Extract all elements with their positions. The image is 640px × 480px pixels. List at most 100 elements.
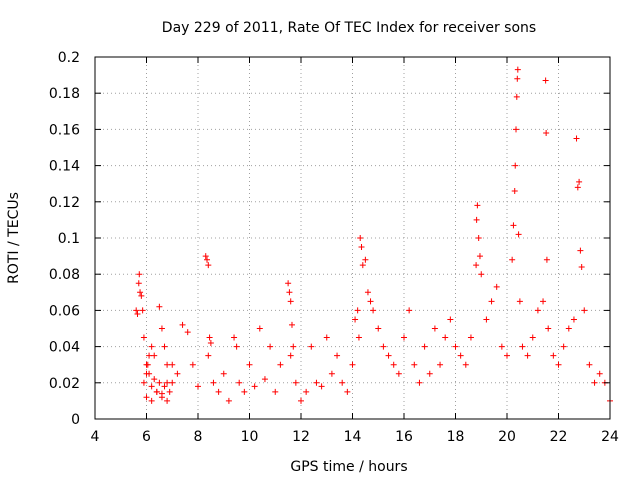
data-point — [153, 388, 160, 395]
data-point — [511, 187, 518, 194]
data-point — [164, 361, 171, 368]
data-point — [543, 256, 550, 263]
data-point — [514, 75, 521, 82]
y-tick-label: 0.2 — [58, 50, 80, 66]
data-point — [161, 383, 168, 390]
data-point — [290, 343, 297, 350]
data-point — [137, 289, 144, 296]
data-point — [205, 262, 212, 269]
data-point — [292, 379, 299, 386]
data-point — [184, 329, 191, 336]
data-point — [550, 352, 557, 359]
x-tick-label: 18 — [447, 429, 465, 445]
data-point — [169, 379, 176, 386]
data-point — [509, 256, 516, 263]
data-point — [586, 361, 593, 368]
data-point — [323, 334, 330, 341]
data-point — [390, 361, 397, 368]
data-point — [385, 352, 392, 359]
y-tick-label: 0.04 — [49, 340, 80, 356]
data-point — [334, 352, 341, 359]
data-point — [447, 316, 454, 323]
data-point — [277, 361, 284, 368]
x-tick-label: 8 — [194, 429, 203, 445]
data-point — [220, 370, 227, 377]
data-point — [151, 376, 158, 383]
data-point — [375, 325, 382, 332]
data-point — [367, 298, 374, 305]
data-point — [473, 262, 480, 269]
data-point — [139, 307, 146, 314]
data-point — [513, 126, 520, 133]
data-point — [158, 390, 165, 397]
data-point — [164, 397, 171, 404]
data-point — [437, 361, 444, 368]
data-point — [542, 77, 549, 84]
data-point — [442, 334, 449, 341]
data-point — [261, 376, 268, 383]
data-point — [574, 184, 581, 191]
data-point — [570, 316, 577, 323]
data-point — [406, 307, 413, 314]
data-point — [195, 383, 201, 390]
data-point — [355, 334, 362, 341]
data-point — [534, 307, 541, 314]
data-point — [206, 334, 213, 341]
data-point — [483, 316, 490, 323]
data-point — [272, 388, 279, 395]
data-point — [133, 307, 140, 314]
y-tick-label: 0.06 — [49, 303, 80, 319]
data-point — [362, 256, 369, 263]
data-point — [189, 361, 196, 368]
x-tick-label: 10 — [241, 429, 259, 445]
data-point — [225, 397, 232, 404]
data-point — [233, 343, 240, 350]
data-point — [543, 130, 550, 137]
data-point — [452, 343, 459, 350]
data-point — [488, 298, 495, 305]
axes: 4 6 8 10 12 14 16 18 20 22 24 0 0.02 0.04 0.06 0.08 0.1 0… — [49, 50, 619, 445]
data-point — [241, 388, 248, 395]
data-point — [288, 321, 295, 328]
data-point — [148, 383, 155, 390]
data-point — [339, 379, 346, 386]
data-point — [231, 334, 238, 341]
data-point — [151, 352, 158, 359]
data-point — [204, 256, 211, 263]
data-point — [158, 325, 165, 332]
data-point — [493, 283, 500, 290]
x-tick-label: 12 — [292, 429, 310, 445]
data-point — [475, 235, 482, 241]
data-point — [140, 379, 147, 386]
data-point — [540, 298, 547, 305]
data-point — [519, 343, 526, 350]
data-point — [462, 361, 469, 368]
data-point — [510, 222, 517, 229]
y-tick-label: 0.08 — [49, 267, 80, 283]
data-point — [303, 388, 310, 395]
data-point — [205, 352, 212, 359]
x-tick-label: 22 — [550, 429, 568, 445]
data-point — [136, 271, 143, 278]
data-point — [515, 231, 522, 238]
data-point — [498, 343, 505, 350]
data-point — [135, 280, 142, 287]
data-point — [516, 298, 523, 305]
data-point — [246, 361, 253, 368]
x-tick-label: 14 — [344, 429, 362, 445]
data-point — [156, 379, 163, 386]
data-point — [179, 321, 186, 328]
data-point — [576, 178, 583, 185]
data-point — [591, 379, 598, 386]
y-tick-label: 0.16 — [49, 122, 80, 138]
data-point — [140, 334, 147, 341]
data-point — [174, 370, 181, 377]
data-point — [352, 316, 359, 323]
plot-frame — [94, 56, 611, 420]
data-point — [545, 325, 552, 332]
data-point — [164, 379, 171, 386]
data-point — [148, 343, 155, 350]
data-point — [354, 307, 361, 314]
data-point — [596, 370, 603, 377]
data-point — [267, 343, 274, 350]
